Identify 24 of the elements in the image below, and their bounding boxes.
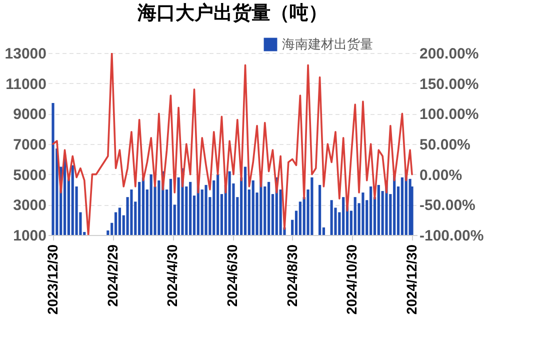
legend-label: 海南建材出货量 [282,36,373,52]
x-tick-label: 2024/2/29 [104,244,120,307]
y-tick-label: 13000 [4,46,46,62]
y2-tick-label: 0.00% [420,166,462,184]
x-tick-label: 2024/4/30 [164,244,180,307]
x-tick-label: 2023/12/30 [44,244,60,315]
y-tick-label: 5000 [13,166,46,184]
x-tick-label: 2024/8/30 [284,244,300,307]
chart-title: 海口大户出货量（吨） [136,2,328,24]
line-series [52,53,413,235]
y2-tick-label: 100.00% [420,106,479,124]
y2-tick-label: -100.00% [420,228,484,244]
y-tick-label: 7000 [13,136,46,154]
y-tick-label: 3000 [13,197,46,214]
x-tick-label: 2024/10/30 [344,244,360,315]
y2-tick-label: 50.00% [420,136,470,154]
x-tick-label: 2024/6/30 [224,244,240,307]
y-tick-label: 11000 [6,76,46,93]
x-tick-label: 2024/12/30 [404,244,420,315]
y2-tick-label: 150.00% [420,76,479,93]
y2-tick-label: -50.00% [420,197,476,214]
y-tick-label: 9000 [13,106,46,124]
y2-tick-label: 200.00% [420,46,479,62]
y-tick-label: 1000 [13,228,46,244]
